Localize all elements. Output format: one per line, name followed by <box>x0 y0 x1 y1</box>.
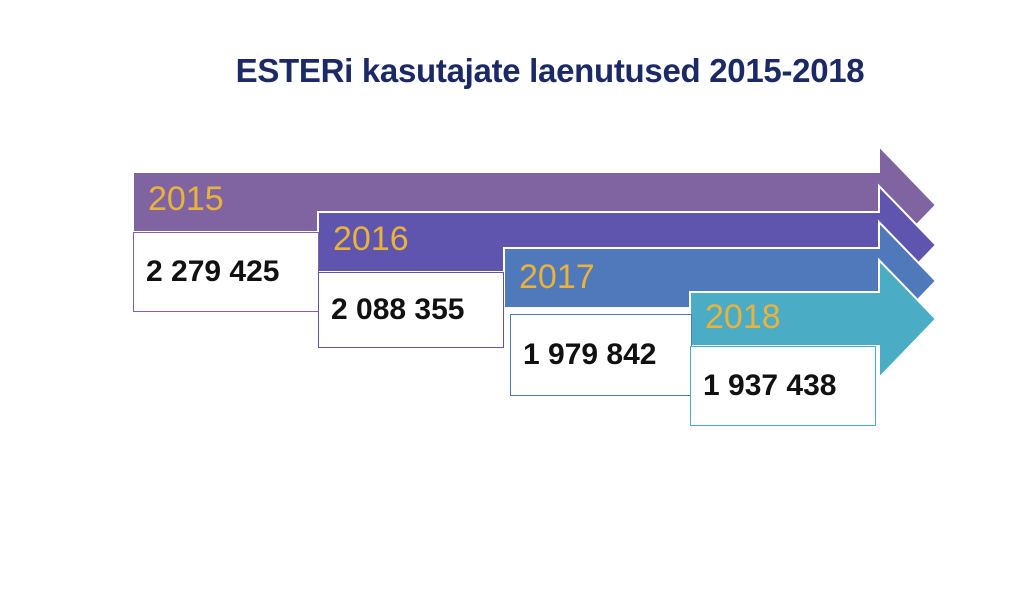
value-box-2018: 1 937 438 <box>690 346 876 426</box>
value-box-2015: 2 279 425 <box>133 232 319 312</box>
page-title: ESTERi kasutajate laenutused 2015-2018 <box>235 52 865 89</box>
value-box-2017: 1 979 842 <box>510 314 692 396</box>
year-label-2018: 2018 <box>705 298 781 336</box>
year-label-2015: 2015 <box>148 180 224 218</box>
value-box-2016: 2 088 355 <box>318 272 504 348</box>
year-label-2017: 2017 <box>519 258 595 296</box>
year-label-2016: 2016 <box>333 220 409 258</box>
